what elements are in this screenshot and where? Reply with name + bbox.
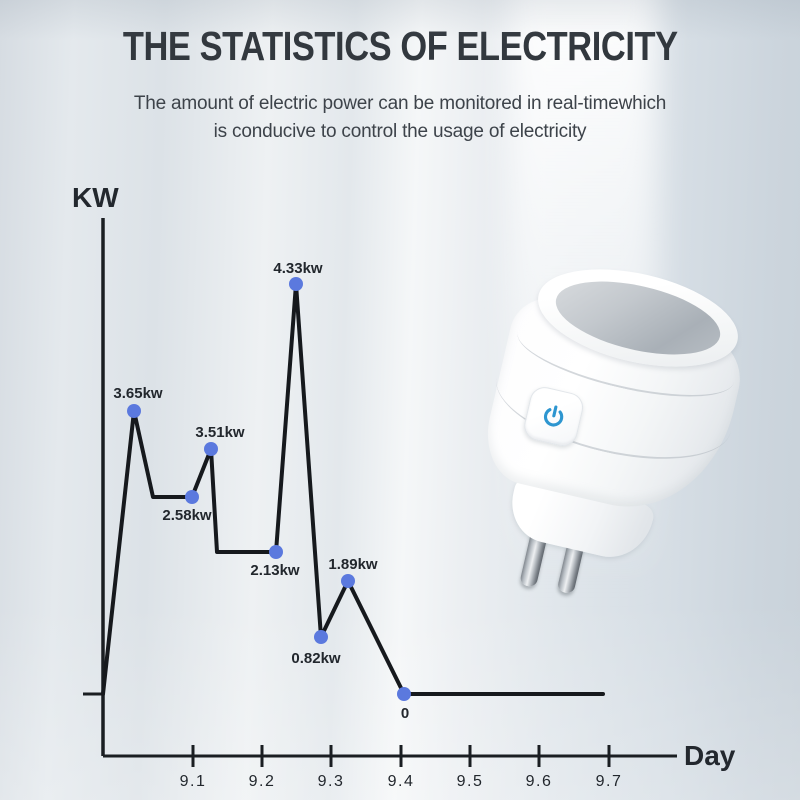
point-label: 1.89kw <box>328 556 378 573</box>
y-axis-title: KW <box>72 182 119 213</box>
page-title: THE STATISTICS OF ELECTRICITY <box>0 22 800 70</box>
data-point-dot <box>127 404 141 418</box>
data-point-dot <box>269 545 283 559</box>
power-icon <box>543 405 564 427</box>
x-tick-label: 9.5 <box>457 773 484 790</box>
point-label: 3.65kw <box>113 385 163 402</box>
data-point-dot <box>341 574 355 588</box>
x-tick-label: 9.6 <box>526 773 553 790</box>
x-tick-label: 9.7 <box>596 773 623 790</box>
page-title-text: THE STATISTICS OF ELECTRICITY <box>122 23 678 69</box>
point-label: 0.82kw <box>291 650 341 667</box>
point-label: 4.33kw <box>273 260 323 277</box>
subtitle-line-2: is conducive to control the usage of ele… <box>213 121 587 142</box>
subtitle-line-1: The amount of electric power can be moni… <box>133 93 667 114</box>
power-button <box>521 384 587 449</box>
point-label: 3.51kw <box>195 424 245 441</box>
point-label: 2.13kw <box>250 562 300 579</box>
data-point-dot <box>185 490 199 504</box>
x-axis-title: Day <box>684 740 736 771</box>
page-subtitle: The amount of electric power can be moni… <box>0 90 800 146</box>
x-tick-label: 9.2 <box>249 773 276 790</box>
data-point-dot <box>314 630 328 644</box>
point-label: 0 <box>401 705 409 722</box>
usage-polyline <box>101 282 605 696</box>
x-tick-label: 9.4 <box>388 773 415 790</box>
x-tick-label: 9.1 <box>180 773 207 790</box>
data-point-dot <box>289 277 303 291</box>
data-point-dot <box>397 687 411 701</box>
x-tick-label: 9.3 <box>318 773 345 790</box>
data-point-dot <box>204 442 218 456</box>
smart-plug-image <box>449 245 763 631</box>
point-label: 2.58kw <box>162 507 212 524</box>
